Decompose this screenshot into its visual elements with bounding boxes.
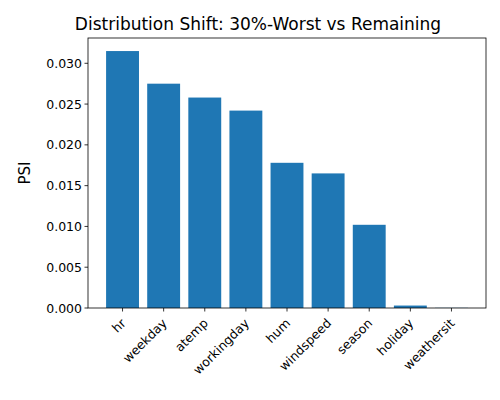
y-tick bbox=[85, 308, 89, 309]
y-tick-label: 0.005 bbox=[46, 260, 82, 275]
chart: 0.000 0.005 0.010 0.015 0.020 0.025 0.030 hrwee… bbox=[0, 0, 500, 400]
y-tick bbox=[85, 63, 89, 64]
bar bbox=[271, 163, 304, 308]
x-tick bbox=[245, 308, 246, 312]
bar bbox=[188, 98, 221, 308]
x-tick-label: atemp bbox=[172, 315, 211, 354]
bar bbox=[229, 111, 262, 308]
title: Distribution Shift: 30%-Worst vs Remaini… bbox=[75, 14, 441, 34]
y-tick bbox=[85, 144, 89, 145]
x-tick-label: season bbox=[334, 316, 376, 358]
y-tick-label: 0.020 bbox=[46, 137, 82, 152]
y-tick bbox=[85, 185, 89, 186]
y-tick-label: 0.000 bbox=[46, 301, 82, 316]
y-axis-label: PSI bbox=[16, 162, 34, 185]
y-tick-label: 0.010 bbox=[46, 219, 82, 234]
bar bbox=[353, 225, 386, 308]
x-tick-label: hr bbox=[109, 315, 129, 335]
y-tick-label: 0.025 bbox=[46, 97, 82, 112]
y-tick bbox=[85, 226, 89, 227]
x-tick bbox=[451, 308, 452, 312]
x-tick-label: weathersit bbox=[400, 315, 457, 372]
x-tick-label: weekday bbox=[120, 315, 171, 366]
x-tick bbox=[122, 308, 123, 312]
x-tick-label: hum bbox=[263, 316, 293, 346]
x-tick bbox=[163, 308, 164, 312]
y-tick bbox=[85, 104, 89, 105]
bar bbox=[106, 51, 139, 308]
bars bbox=[106, 51, 468, 308]
background bbox=[0, 0, 500, 400]
y-tick-label: 0.015 bbox=[46, 178, 82, 193]
bar bbox=[147, 84, 180, 308]
x-tick bbox=[204, 308, 205, 312]
y-tick bbox=[85, 267, 89, 268]
x-tick bbox=[369, 308, 370, 312]
y-tick-label: 0.030 bbox=[46, 56, 82, 71]
x-tick bbox=[328, 308, 329, 312]
plot-frame bbox=[88, 38, 486, 308]
x-tick bbox=[287, 308, 288, 312]
x-tick-label: windspeed bbox=[276, 316, 334, 374]
bar bbox=[312, 173, 345, 308]
x-tick bbox=[410, 308, 411, 312]
x-tick-label: workingday bbox=[190, 315, 252, 377]
